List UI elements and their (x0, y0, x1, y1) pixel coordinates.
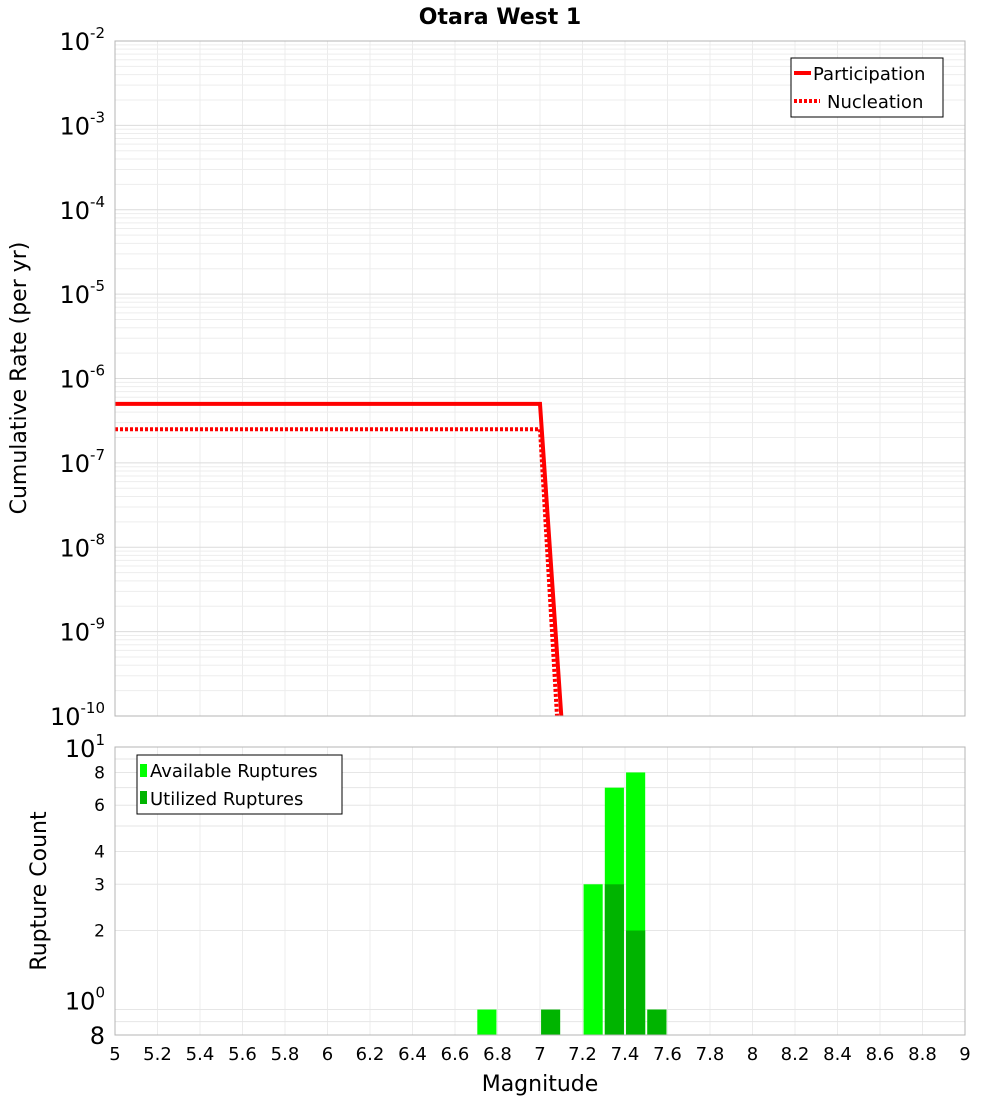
x-tick-label: 8.8 (908, 1044, 937, 1065)
x-tick-label: 6 (322, 1044, 333, 1065)
bar-available-ruptures (583, 884, 603, 1035)
bottom-legend: Available Ruptures Utilized Ruptures (136, 754, 343, 815)
x-tick-label: 8.4 (823, 1044, 852, 1065)
bottom-y-tick-label: 8 (94, 763, 105, 783)
x-tick-label: 9 (959, 1044, 970, 1065)
bottom-y-tick-label: 100 (65, 984, 105, 1016)
x-tick-label: 6.4 (398, 1044, 427, 1065)
bottom-y-tick-label: 6 (94, 796, 105, 816)
x-tick-label: 5.8 (271, 1044, 300, 1065)
bottom-y-tick-label: 4 (94, 842, 105, 862)
bar-available-ruptures (477, 1009, 497, 1035)
top-legend: Participation Nucleation (790, 57, 944, 118)
bottom-bars (477, 772, 667, 1035)
x-tick-label: 8.2 (781, 1044, 810, 1065)
x-tick-label: 5.6 (228, 1044, 257, 1065)
legend-participation-label: Participation (813, 64, 925, 85)
x-tick-label: 5 (109, 1044, 120, 1065)
x-tick-label: 8 (747, 1044, 758, 1065)
bar-utilized-ruptures (604, 884, 624, 1035)
legend-available-swatch (140, 764, 147, 777)
top-y-tick-label: 10-5 (59, 277, 105, 309)
x-tick-label: 6.8 (483, 1044, 512, 1065)
x-tick-label: 5.4 (186, 1044, 215, 1065)
top-y-tick-label: 10-4 (59, 193, 105, 225)
top-gridlines (114, 41, 966, 717)
legend-utilized-label: Utilized Ruptures (150, 789, 303, 810)
legend-nucleation-label: Nucleation (827, 92, 923, 113)
x-tick-label: 7.8 (696, 1044, 725, 1065)
top-y-tick-label: 10-8 (59, 530, 105, 562)
x-tick-label: 6.2 (356, 1044, 385, 1065)
x-axis-label: Magnitude (482, 1072, 599, 1097)
top-y-tick-label: 10-7 (59, 446, 105, 478)
series-line-nucleation (115, 427, 559, 717)
chart-title: Otara West 1 (419, 5, 581, 30)
series-line-participation (115, 401, 564, 717)
top-series-lines (115, 401, 564, 717)
bottom-y-tick-label: 101 (65, 731, 105, 763)
top-y-tick-label: 10-3 (59, 108, 105, 140)
bottom-y-axis-label: Rupture Count (27, 811, 52, 971)
bottom-plot-frame (114, 746, 966, 1036)
x-tick-label: 7.6 (653, 1044, 682, 1065)
bottom-legend-box (136, 754, 343, 815)
top-y-tick-label: 10-2 (59, 24, 105, 56)
bar-utilized-ruptures (647, 1009, 667, 1035)
bottom-y-tick-label: 8 (90, 1022, 105, 1050)
legend-utilized-swatch (140, 791, 147, 804)
top-y-tick-label: 10-6 (59, 362, 105, 394)
x-tick-labels: 5 5.2 5.4 5.6 5.8 6 6.2 6.4 6.6 6.8 7 7.2 7.4 7.6 7.8 8… (109, 1044, 970, 1065)
x-tick-label: 5.2 (143, 1044, 172, 1065)
top-y-tick-label: 10-10 (50, 699, 105, 731)
x-tick-label: 8.6 (866, 1044, 895, 1065)
top-legend-box (790, 57, 944, 118)
top-y-tick-labels: 10-10 10-9 10-8 10-7 10-6 10-5 10-4 10-3 10-2 (50, 24, 105, 731)
bottom-y-tick-label: 2 (94, 922, 105, 942)
top-y-axis-label: Cumulative Rate (per yr) (7, 242, 32, 515)
x-tick-label: 7 (534, 1044, 545, 1065)
x-tick-label: 7.4 (611, 1044, 640, 1065)
legend-available-label: Available Ruptures (150, 761, 318, 782)
x-tick-label: 7.2 (568, 1044, 597, 1065)
top-plot-frame (114, 40, 966, 717)
top-y-tick-label: 10-9 (59, 615, 105, 647)
bar-utilized-ruptures (626, 930, 646, 1035)
x-tick-label: 6.6 (441, 1044, 470, 1065)
bar-utilized-ruptures (541, 1009, 561, 1035)
bottom-y-tick-label: 3 (94, 875, 105, 895)
